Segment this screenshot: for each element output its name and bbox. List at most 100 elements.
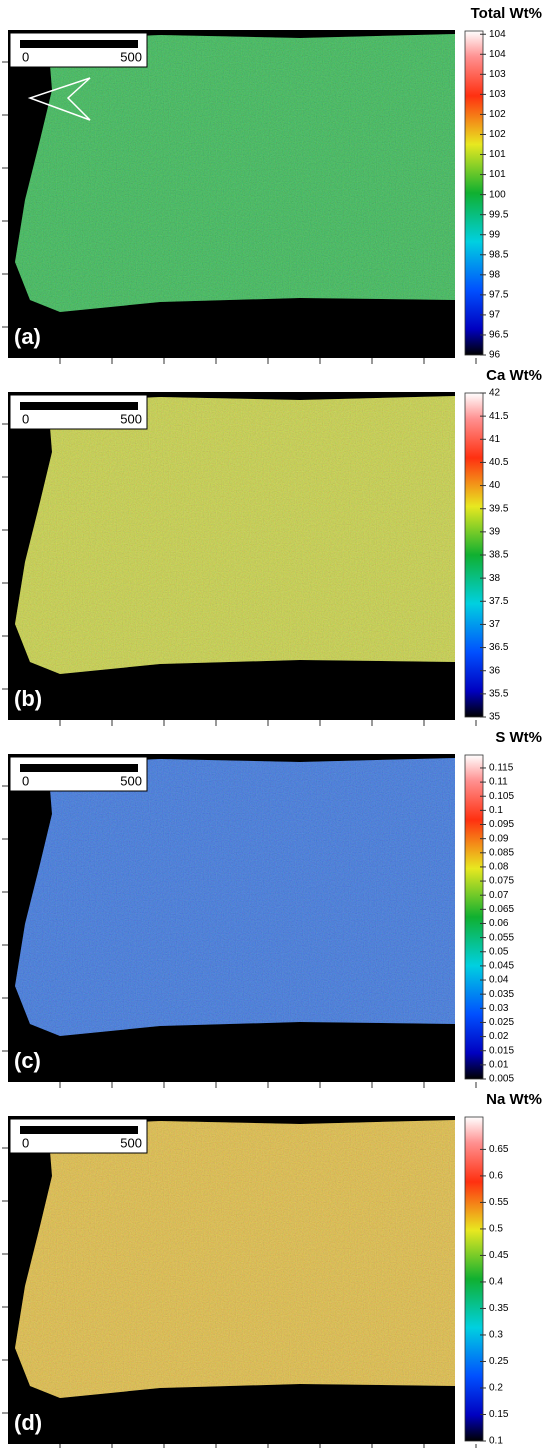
sample-texture	[15, 34, 455, 312]
scale-bar-label: 0	[22, 1135, 29, 1150]
scale-bar-label: 500	[120, 49, 142, 64]
colorbar-tick-label: 42	[489, 388, 501, 399]
colorbar-tick-label: 0.085	[489, 847, 514, 858]
colorbar-tick-label: 98.5	[489, 249, 509, 260]
colorbar	[464, 30, 484, 356]
scale-bar	[20, 402, 138, 410]
colorbar-tick-label: 104	[489, 29, 506, 40]
colorbar-tick-label: 39	[489, 526, 501, 537]
colorbar-tick-label: 0.35	[489, 1303, 509, 1314]
colorbar-tick-label: 40	[489, 480, 501, 491]
panel: 0 500 (a) Total Wt% 104 104 103 103 102 102 101 101…	[2, 5, 542, 364]
colorbar-tick-label: 0.5	[489, 1224, 503, 1235]
scale-bar	[20, 40, 138, 48]
sample-texture	[15, 396, 455, 674]
colorbar-tick-label: 0.25	[489, 1356, 509, 1367]
colorbar-tick-label: 0.075	[489, 876, 514, 887]
colorbar	[464, 1116, 484, 1442]
scale-bar	[20, 1126, 138, 1134]
colorbar-tick-label: 37	[489, 619, 501, 630]
scale-bar-label: 500	[120, 411, 142, 426]
panel: 0 500 (c) S Wt% 0.115 0.11 0.105 0.1 0.095 0.09 0.…	[2, 729, 542, 1088]
colorbar-tick-label: 103	[489, 89, 506, 100]
colorbar-tick-label: 37.5	[489, 596, 509, 607]
colorbar	[464, 754, 484, 1080]
colorbar-tick-label: 99	[489, 229, 501, 240]
colorbar-tick-label: 38	[489, 573, 501, 584]
colorbar-tick-label: 102	[489, 109, 506, 120]
scale-bar-box	[9, 394, 148, 430]
colorbar-tick-label: 0.065	[489, 904, 514, 915]
scale-bar-box	[9, 32, 148, 68]
colorbar-tick-label: 40.5	[489, 457, 509, 468]
scale-bar-label: 0	[22, 49, 29, 64]
colorbar-tick-label: 41.5	[489, 411, 509, 422]
scale-bar-box	[9, 756, 148, 792]
colorbar-tick-label: 0.035	[489, 989, 514, 1000]
colorbar-title: Na Wt%	[486, 1091, 542, 1108]
colorbar-tick-label: 0.005	[489, 1074, 514, 1085]
colorbar-tick-label: 0.1	[489, 805, 503, 816]
colorbar-tick-label: 0.03	[489, 1003, 509, 1014]
colorbar-title: S Wt%	[495, 729, 542, 746]
colorbar-tick-label: 38.5	[489, 550, 509, 561]
colorbar-tick-label: 96	[489, 350, 501, 361]
colorbar-tick-label: 99.5	[489, 209, 509, 220]
panel-label: (b)	[14, 686, 42, 711]
colorbar-tick-label: 101	[489, 169, 506, 180]
colorbar-tick-label: 0.08	[489, 862, 509, 873]
scale-bar	[20, 764, 138, 772]
panel: 0 500 (b) Ca Wt% 42 41.5 41 40.5 40 39.5 39 38.5 38 3…	[2, 367, 542, 726]
colorbar-tick-label: 97	[489, 310, 501, 321]
colorbar-tick-label: 98	[489, 269, 501, 280]
panel-label: (a)	[14, 324, 41, 349]
panel: 0 500 (d) Na Wt% 0.65 0.6 0.55 0.5 0.45 0.4 0.35 0.…	[2, 1091, 542, 1450]
colorbar-title: Ca Wt%	[486, 367, 542, 384]
colorbar-tick-label: 36	[489, 665, 501, 676]
colorbar-tick-label: 41	[489, 434, 501, 445]
colorbar-tick-label: 0.45	[489, 1250, 509, 1261]
colorbar-tick-label: 0.07	[489, 890, 509, 901]
colorbar-tick-label: 96.5	[489, 330, 509, 341]
sample-texture	[15, 758, 455, 1036]
colorbar-tick-label: 0.025	[489, 1017, 514, 1028]
colorbar-tick-label: 104	[489, 49, 506, 60]
colorbar-tick-label: 102	[489, 129, 506, 140]
scale-bar-box	[9, 1118, 148, 1154]
scale-bar-label: 500	[120, 1135, 142, 1150]
colorbar-tick-label: 35	[489, 712, 501, 723]
colorbar-tick-label: 103	[489, 69, 506, 80]
colorbar-tick-label: 0.04	[489, 975, 509, 986]
panel-label: (c)	[14, 1048, 41, 1073]
sample-texture	[15, 1120, 455, 1398]
arrow-outline	[27, 77, 91, 121]
colorbar-tick-label: 0.4	[489, 1277, 503, 1288]
colorbar-title: Total Wt%	[471, 5, 542, 22]
scale-bar-label: 0	[22, 411, 29, 426]
colorbar-tick-label: 0.2	[489, 1383, 503, 1394]
colorbar-tick-label: 97.5	[489, 289, 509, 300]
scale-bar-label: 0	[22, 773, 29, 788]
colorbar-tick-label: 39.5	[489, 503, 509, 514]
colorbar-tick-label: 101	[489, 149, 506, 160]
colorbar-tick-label: 35.5	[489, 688, 509, 699]
colorbar-tick-label: 0.11	[489, 777, 508, 788]
colorbar-tick-label: 0.015	[489, 1045, 514, 1056]
colorbar-tick-label: 0.15	[489, 1409, 509, 1420]
scale-bar-label: 500	[120, 773, 142, 788]
colorbar-tick-label: 36.5	[489, 642, 509, 653]
colorbar-tick-label: 0.05	[489, 946, 509, 957]
colorbar-tick-label: 100	[489, 189, 506, 200]
colorbar-tick-label: 0.01	[489, 1060, 509, 1071]
colorbar-tick-label: 0.02	[489, 1031, 509, 1042]
colorbar-tick-label: 0.06	[489, 918, 509, 929]
colorbar-tick-label: 0.09	[489, 833, 509, 844]
panel-label: (d)	[14, 1410, 42, 1435]
colorbar-tick-label: 0.105	[489, 791, 514, 802]
colorbar-tick-label: 0.045	[489, 961, 514, 972]
colorbar-tick-label: 0.65	[489, 1144, 509, 1155]
colorbar-tick-label: 0.6	[489, 1171, 503, 1182]
colorbar-tick-label: 0.115	[489, 763, 514, 774]
colorbar-tick-label: 0.1	[489, 1436, 503, 1447]
